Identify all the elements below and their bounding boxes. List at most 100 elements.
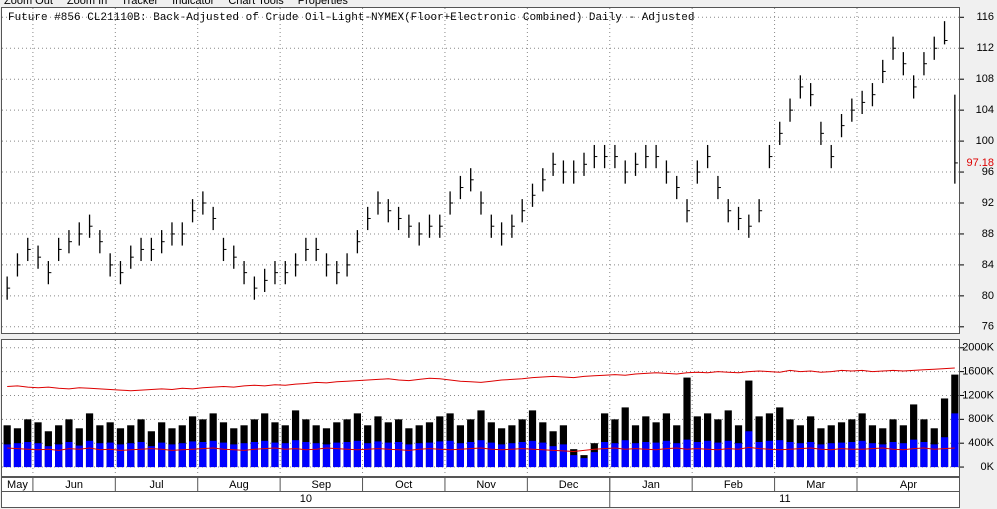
y-tick-label: 84 [982, 259, 994, 271]
y-tick-label: 96 [982, 166, 994, 178]
y-tick-label: 76 [982, 321, 994, 333]
volume-bar [745, 431, 753, 468]
volume-line [7, 367, 955, 392]
volume-bar [85, 440, 94, 468]
volume-bar [621, 407, 629, 468]
volume-bar [868, 443, 877, 468]
volume-bar [353, 413, 361, 468]
volume-bar [755, 416, 763, 468]
x-tick-label: Jan [642, 479, 660, 491]
x-tick-label: Nov [476, 479, 496, 491]
volume-bar [477, 440, 485, 468]
volume-bar [55, 444, 63, 468]
volume-bar [261, 413, 269, 468]
chart-title: Future #856 CL21110B: Back-Adjusted of C… [8, 12, 695, 24]
volume-bar [827, 443, 835, 468]
volume-bar [580, 458, 588, 468]
volume-bar [796, 443, 804, 468]
volume-bar [487, 442, 495, 468]
menu-item[interactable]: Indicator [172, 0, 215, 7]
volume-bar [312, 443, 320, 468]
menu-item[interactable]: Zoom In [67, 0, 107, 7]
menu-bar: Zoom Out Zoom In Tracker Indicator Chart Too… [4, 0, 348, 7]
y-tick-label: 1200K [962, 389, 994, 401]
volume-bar [539, 442, 547, 468]
volume-bar [930, 444, 938, 468]
volume-bar [776, 440, 784, 468]
volume-bar [168, 444, 176, 468]
volume-bar [693, 442, 701, 468]
volume-bar [415, 443, 423, 468]
volume-bar [817, 444, 825, 468]
volume-bar [384, 442, 392, 468]
menu-item[interactable]: Zoom Out [4, 0, 53, 7]
volume-bar [3, 444, 11, 468]
volume-bar [518, 442, 526, 468]
volume-bar [611, 443, 619, 468]
volume-bar [343, 442, 351, 468]
x-tick-label: Jul [149, 479, 163, 491]
x-tick-label: Mar [806, 479, 825, 491]
volume-bar [240, 443, 248, 468]
volume-bar [776, 407, 784, 468]
x-tick-label: Apr [900, 479, 917, 491]
volume-bar [704, 413, 712, 468]
volume-bar [734, 443, 743, 468]
menu-item[interactable]: Chart Tools [228, 0, 284, 7]
volume-line [7, 446, 955, 453]
y-tick-label: 108 [976, 73, 994, 85]
volume-bar [230, 444, 238, 468]
volume-bar [940, 398, 949, 468]
y-tick-label: 1600K [962, 366, 994, 378]
volume-bar [899, 443, 907, 468]
volume-bar [219, 442, 228, 468]
volume-bar [302, 442, 310, 468]
volume-bar [889, 442, 897, 468]
volume-bar [508, 443, 516, 468]
volume-bar [528, 440, 537, 468]
volume-bar [322, 444, 331, 468]
volume-bar [477, 410, 485, 468]
volume-bar [65, 442, 73, 468]
volume-bar [951, 413, 959, 468]
volume-bar [209, 413, 217, 468]
volume-bar [786, 442, 794, 468]
volume-bar [188, 441, 197, 468]
volume-bar [910, 439, 918, 468]
x-tick-label: Dec [559, 479, 579, 491]
volume-bar [106, 442, 114, 468]
y-tick-label: 0K [981, 461, 995, 473]
volume-bar [261, 440, 269, 468]
volume-bar [621, 440, 629, 468]
volume-bar [436, 441, 444, 468]
date-axis [1, 477, 960, 508]
volume-bar [528, 410, 537, 468]
volume-bar [683, 439, 691, 468]
volume-bar [467, 442, 475, 468]
y-tick-label: 800K [968, 413, 994, 425]
y-tick-label: 100 [976, 135, 994, 147]
y-tick-label: 2000K [962, 342, 994, 354]
x-tick-label: Oct [395, 479, 412, 491]
volume-bar [96, 443, 104, 468]
volume-bar [209, 440, 217, 468]
menu-item[interactable]: Properties [298, 0, 349, 7]
x-tick-label: Sep [312, 479, 332, 491]
volume-bar [724, 410, 732, 468]
volume-bar [590, 452, 598, 468]
volume-bar [446, 440, 454, 468]
volume-bar [147, 446, 155, 468]
volume-bar [456, 443, 465, 468]
menu-item[interactable]: Tracker [121, 0, 158, 7]
volume-bar [549, 446, 557, 468]
y-tick-label: 400K [968, 437, 994, 449]
y-tick-label: 104 [976, 104, 994, 116]
volume-bar [178, 443, 186, 468]
volume-bar [652, 442, 660, 468]
volume-bar [85, 413, 94, 468]
volume-bar [642, 416, 650, 468]
y-tick-label: 88 [982, 228, 994, 240]
volume-bar [807, 416, 815, 468]
y-tick-label: 116 [976, 11, 994, 23]
volume-bar [837, 442, 846, 468]
